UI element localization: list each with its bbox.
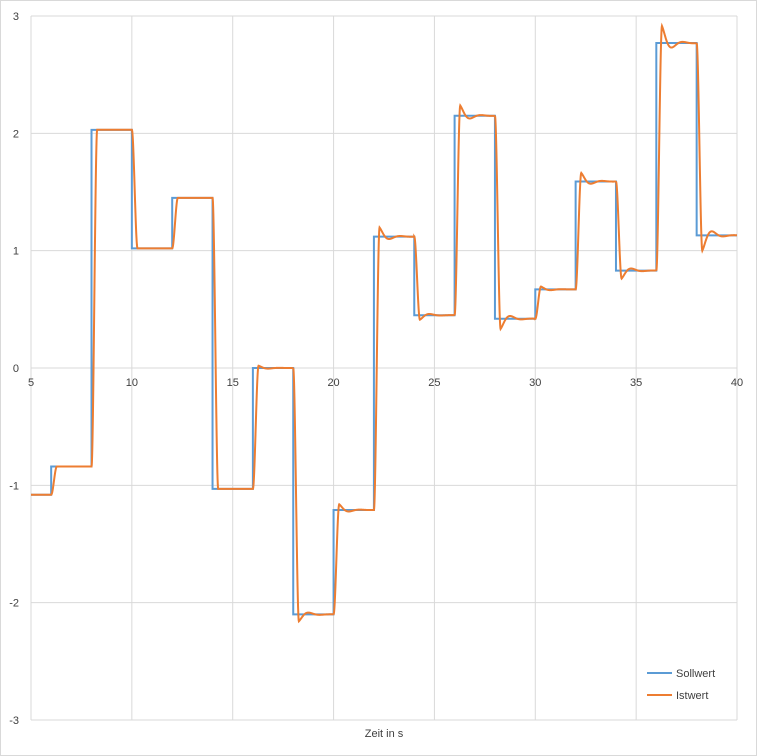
series-line-sollwert bbox=[31, 41, 737, 616]
y-tick-label: 0 bbox=[13, 363, 19, 375]
legend-label-sollwert: Sollwert bbox=[676, 668, 715, 680]
y-tick-label: 2 bbox=[13, 128, 19, 140]
x-tick-label: 20 bbox=[327, 377, 339, 389]
x-tick-label: 5 bbox=[28, 377, 34, 389]
x-tick-label: 35 bbox=[630, 377, 642, 389]
x-tick-label: 40 bbox=[731, 377, 743, 389]
y-tick-label: -2 bbox=[9, 598, 19, 610]
y-tick-label: -1 bbox=[9, 480, 19, 492]
series-line-istwert bbox=[31, 22, 737, 624]
x-tick-label: 30 bbox=[529, 377, 541, 389]
legend-label-istwert: Istwert bbox=[676, 690, 708, 702]
y-tick-label: -3 bbox=[9, 715, 19, 727]
y-tick-label: 1 bbox=[13, 246, 19, 258]
x-axis-label: Zeit in s bbox=[365, 728, 404, 740]
x-tick-label: 10 bbox=[126, 377, 138, 389]
x-tick-label: 15 bbox=[227, 377, 239, 389]
y-tick-label: 3 bbox=[13, 11, 19, 23]
x-tick-label: 25 bbox=[428, 377, 440, 389]
